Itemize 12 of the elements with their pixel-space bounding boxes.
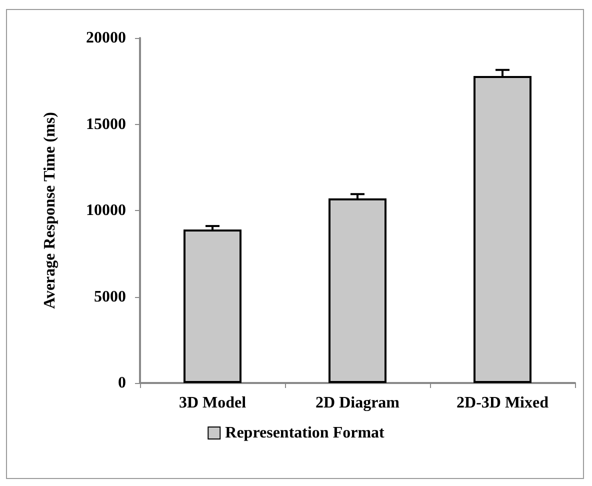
x-tick-label: 2D-3D Mixed (456, 394, 549, 412)
y-tick-label: 5000 (94, 288, 126, 306)
x-tick-label: 2D Diagram (316, 394, 400, 412)
y-tick-label: 15000 (86, 116, 126, 133)
y-tick-label: 20000 (86, 30, 126, 46)
bar (184, 229, 242, 383)
legend-label: Representation Format (225, 424, 386, 442)
x-tick-label: 3D Model (178, 394, 247, 412)
y-axis-title: Average Response Time (ms) (42, 112, 58, 309)
y-tick-label: 10000 (86, 202, 126, 219)
bar (328, 198, 386, 383)
y-tick-label: 0 (118, 374, 126, 392)
